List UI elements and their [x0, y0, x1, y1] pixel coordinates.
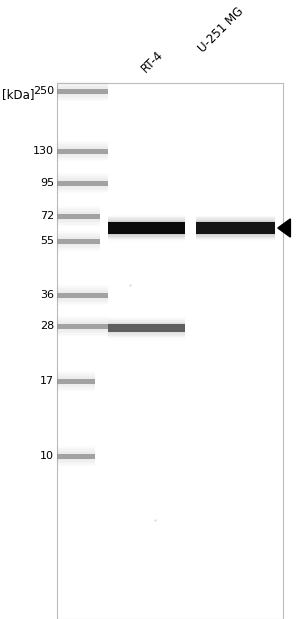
Bar: [57, 87, 108, 95]
Bar: [57, 235, 100, 246]
Bar: [108, 219, 185, 238]
Bar: [57, 84, 108, 98]
Bar: [57, 210, 100, 222]
Bar: [108, 321, 185, 334]
Bar: [57, 448, 95, 464]
Bar: [57, 238, 100, 243]
Bar: [196, 219, 275, 238]
Bar: [57, 374, 95, 388]
Bar: [57, 181, 108, 186]
Bar: [57, 451, 95, 462]
Bar: [57, 231, 100, 251]
Bar: [57, 322, 108, 330]
Bar: [108, 322, 185, 333]
Bar: [57, 288, 108, 302]
Bar: [57, 318, 108, 334]
Bar: [57, 378, 95, 384]
Bar: [57, 316, 108, 336]
Bar: [57, 142, 108, 160]
Text: 17: 17: [40, 376, 54, 386]
Bar: [57, 141, 108, 161]
Bar: [57, 212, 100, 220]
Text: 130: 130: [33, 146, 54, 156]
Polygon shape: [278, 219, 290, 237]
Bar: [57, 179, 108, 187]
Text: U-251 MG: U-251 MG: [196, 4, 246, 55]
Bar: [57, 321, 108, 332]
Bar: [108, 318, 185, 338]
Bar: [57, 376, 95, 386]
Bar: [57, 147, 108, 155]
Bar: [57, 319, 108, 333]
Bar: [57, 285, 108, 305]
Bar: [57, 452, 95, 460]
Bar: [57, 290, 108, 300]
Bar: [108, 320, 185, 335]
Bar: [57, 82, 108, 100]
Bar: [57, 454, 95, 459]
Bar: [108, 217, 185, 239]
Bar: [57, 209, 100, 223]
Bar: [57, 293, 108, 298]
Text: 55: 55: [40, 236, 54, 246]
Bar: [57, 373, 95, 389]
Bar: [57, 287, 108, 303]
Bar: [57, 206, 100, 226]
Bar: [196, 216, 275, 240]
Bar: [108, 316, 185, 339]
Text: 72: 72: [40, 211, 54, 221]
Bar: [57, 291, 108, 299]
Text: 36: 36: [40, 290, 54, 300]
Bar: [57, 81, 108, 101]
Bar: [57, 145, 108, 157]
Bar: [196, 215, 275, 241]
Bar: [57, 237, 100, 245]
Bar: [57, 377, 95, 385]
Text: 250: 250: [33, 86, 54, 96]
Bar: [57, 207, 100, 225]
Bar: [57, 173, 108, 193]
Text: 10: 10: [40, 451, 54, 461]
Bar: [57, 175, 108, 191]
Bar: [108, 216, 185, 240]
Text: RT-4: RT-4: [139, 48, 166, 75]
Bar: [108, 215, 185, 241]
Bar: [57, 144, 108, 158]
Text: 95: 95: [40, 178, 54, 188]
Bar: [57, 149, 108, 154]
Bar: [196, 222, 275, 234]
Bar: [57, 89, 108, 93]
Bar: [57, 446, 95, 466]
Text: 28: 28: [40, 321, 54, 331]
Bar: [57, 176, 108, 190]
Bar: [57, 324, 108, 329]
Bar: [108, 221, 185, 235]
Bar: [57, 83, 283, 619]
Bar: [57, 234, 100, 248]
Bar: [196, 221, 275, 235]
Bar: [57, 214, 100, 219]
Bar: [57, 371, 95, 391]
Bar: [57, 233, 100, 249]
Text: [kDa]: [kDa]: [2, 88, 35, 101]
Bar: [108, 319, 185, 337]
Bar: [57, 178, 108, 189]
Bar: [196, 217, 275, 239]
Bar: [57, 449, 95, 463]
Bar: [108, 222, 185, 234]
Bar: [108, 220, 185, 236]
Bar: [108, 324, 185, 332]
Bar: [57, 85, 108, 97]
Bar: [196, 220, 275, 236]
